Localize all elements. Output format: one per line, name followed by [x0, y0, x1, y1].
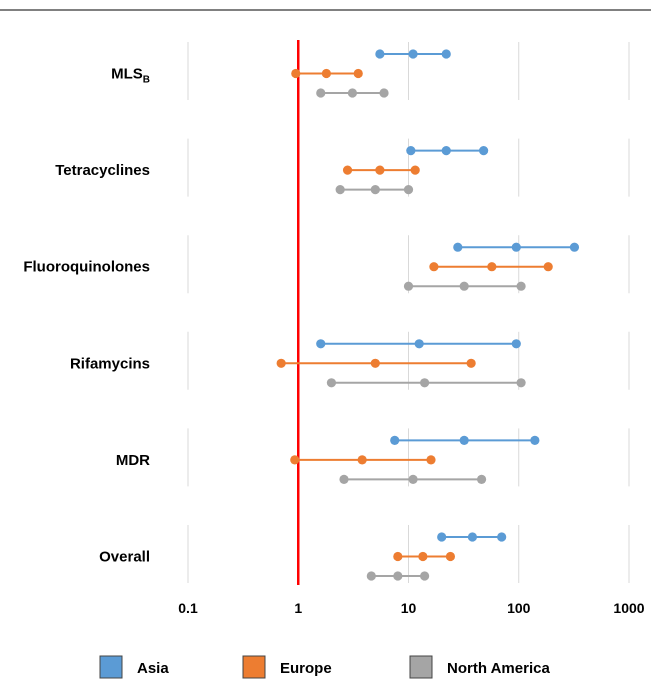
data-point	[420, 378, 430, 388]
dumbbell	[326, 378, 526, 388]
dumbbell	[339, 474, 487, 484]
category-label: MDR	[116, 452, 150, 469]
data-point	[390, 435, 400, 445]
data-point	[410, 165, 420, 175]
data-point	[403, 185, 414, 195]
data-point	[406, 146, 416, 156]
data-point	[357, 455, 367, 465]
legend: Asia Europe North America	[99, 655, 550, 679]
data-point	[342, 165, 353, 175]
dumbbell	[375, 49, 451, 59]
data-point	[441, 49, 451, 59]
data-point	[511, 339, 521, 349]
data-point	[408, 474, 418, 484]
data-point	[353, 68, 363, 79]
legend-swatch	[409, 655, 433, 679]
x-tick-label: 10	[401, 600, 417, 616]
dumbbell	[342, 165, 420, 175]
category-label: MLSB	[111, 66, 150, 86]
legend-item: Asia	[99, 655, 169, 679]
category-labels: MLSB Tetracyclines Fluoroquinolones Rifamyc…	[23, 66, 150, 566]
data-point	[487, 262, 497, 272]
data-point	[418, 551, 428, 562]
data-point	[379, 88, 389, 98]
data-point	[335, 185, 345, 195]
data-point	[291, 68, 301, 79]
dumbbell	[276, 358, 476, 368]
data-point	[403, 281, 414, 291]
legend-item: Europe	[242, 655, 332, 679]
data-point	[426, 455, 436, 465]
data-point	[511, 242, 521, 252]
data-point	[437, 532, 447, 542]
dumbbell	[406, 146, 489, 156]
legend-label: North America	[447, 660, 550, 677]
x-tick-label: 100	[507, 600, 531, 616]
data-point	[370, 358, 380, 368]
legend-label: Europe	[280, 660, 332, 677]
data-point	[347, 88, 358, 98]
category-label: Tetracyclines	[55, 162, 150, 179]
dumbbell	[429, 262, 553, 272]
data-point	[414, 339, 424, 349]
dumbbell	[291, 68, 363, 79]
category-label: Overall	[99, 549, 150, 566]
dumbbell	[335, 185, 414, 195]
legend-swatch	[242, 655, 266, 679]
data-point	[516, 378, 526, 388]
grid-lines	[187, 42, 630, 583]
data-point	[420, 571, 430, 581]
data-point	[467, 532, 478, 542]
x-tick-label: 0.1	[178, 600, 198, 616]
data-point	[476, 474, 487, 484]
data-point	[429, 262, 439, 272]
x-tick-labels: 0.1 1 10 100 1000	[178, 600, 645, 616]
dumbbell	[316, 339, 521, 349]
data-point	[326, 378, 337, 388]
data-point	[530, 435, 540, 445]
data-point	[516, 281, 526, 291]
data-point	[441, 146, 451, 156]
data-point	[497, 532, 507, 542]
data-point	[375, 165, 385, 175]
legend-label: Asia	[137, 660, 169, 677]
dumbbell	[390, 435, 540, 445]
data-point	[316, 339, 326, 349]
data-point	[370, 185, 380, 195]
data-point	[543, 262, 553, 272]
x-tick-label: 1000	[613, 600, 644, 616]
dumbbell	[437, 532, 507, 542]
data-point	[569, 242, 580, 252]
data-point	[393, 551, 403, 562]
dumbbell	[393, 551, 456, 562]
data-point	[453, 242, 463, 252]
category-label: Fluoroquinolones	[23, 259, 150, 276]
legend-swatch	[99, 655, 123, 679]
data-point	[366, 571, 376, 581]
data-point	[459, 435, 469, 445]
data-point	[479, 146, 489, 156]
category-label-subscript: B	[143, 75, 150, 86]
data-point	[393, 571, 403, 581]
data-point	[339, 474, 349, 484]
dumbbell	[316, 88, 389, 98]
data-point	[408, 49, 418, 59]
legend-item: North America	[409, 655, 550, 679]
data-point	[445, 551, 456, 562]
data-point	[316, 88, 326, 98]
data-marks	[276, 49, 580, 581]
dumbbell	[403, 281, 526, 291]
data-point	[375, 49, 385, 59]
dumbbell	[366, 571, 430, 581]
data-point	[290, 455, 300, 465]
dumbbell	[453, 242, 580, 252]
data-point	[466, 358, 476, 368]
x-tick-label: 1	[294, 600, 302, 616]
data-point	[459, 281, 469, 291]
category-label: Rifamycins	[70, 355, 150, 372]
dumbbell	[290, 455, 436, 465]
data-point	[321, 68, 331, 79]
data-point	[276, 358, 286, 368]
